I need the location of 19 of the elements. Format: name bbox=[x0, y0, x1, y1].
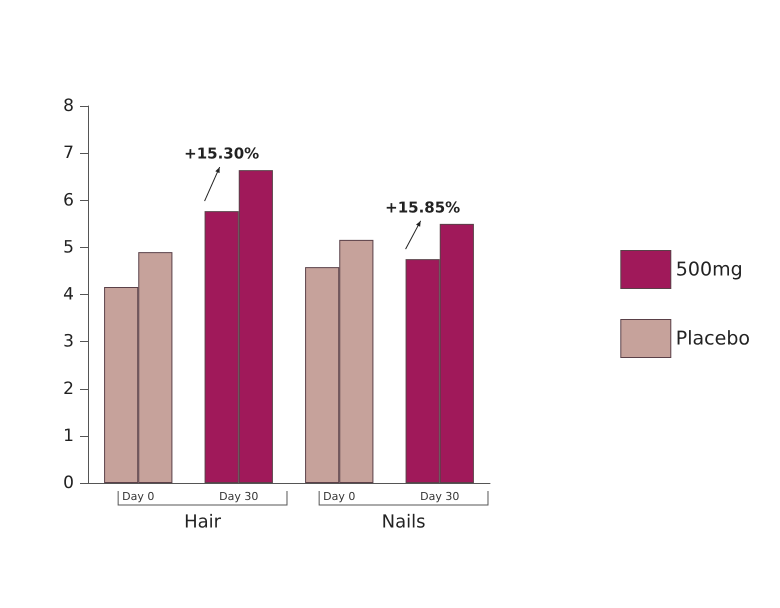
y-tick-label: 3 bbox=[63, 332, 74, 352]
text: Hair bbox=[184, 512, 222, 532]
legend-label: 500mg bbox=[676, 258, 743, 280]
y-tick-label: 5 bbox=[63, 237, 74, 258]
y-tick-label: 1 bbox=[63, 426, 74, 446]
x-tick-label: Day 30 bbox=[420, 490, 460, 503]
y-tick-label: 2 bbox=[63, 378, 74, 399]
annotation: +15.85% bbox=[385, 198, 460, 216]
y-tick-label: 0 bbox=[63, 473, 74, 493]
y-tick-label: 7 bbox=[63, 143, 74, 164]
x-tick-label: Day 0 bbox=[323, 490, 356, 503]
y-tick-label: 4 bbox=[63, 284, 74, 304]
text: Nails bbox=[382, 512, 426, 532]
y-tick-label: 8 bbox=[63, 96, 74, 116]
legend-label: Placebo bbox=[676, 328, 750, 350]
annotation: +15.30% bbox=[184, 144, 260, 163]
x-tick-label: Day 0 bbox=[122, 490, 154, 503]
y-tick-label: 6 bbox=[63, 190, 74, 210]
x-tick-label: Day 30 bbox=[219, 490, 258, 503]
